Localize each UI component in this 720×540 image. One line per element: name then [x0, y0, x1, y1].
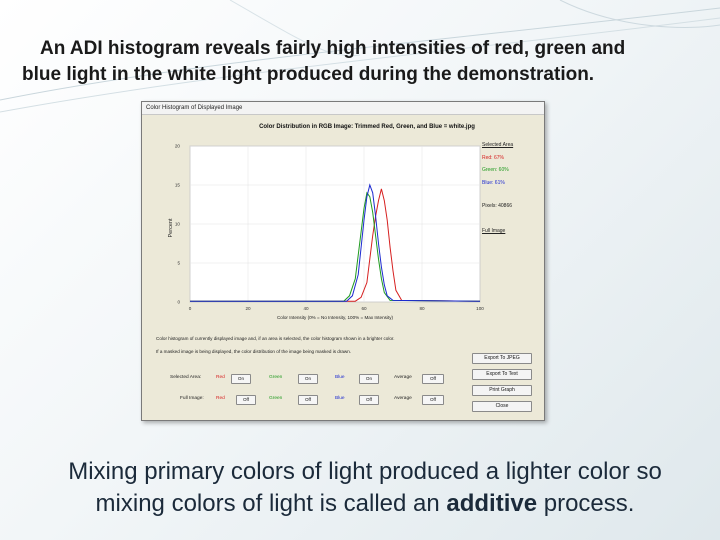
full-image-link[interactable]: Full Image: [482, 228, 506, 234]
pixel-count: Pixels: 40866: [482, 203, 513, 209]
x-tick-label: 80: [419, 306, 425, 311]
red-percent: Red: 67%: [482, 155, 504, 161]
selected-area-link[interactable]: Selected Area: [482, 142, 514, 148]
y-tick-label: 15: [175, 183, 181, 188]
full-average-toggle[interactable]: Off: [422, 395, 444, 405]
x-tick-label: 0: [189, 306, 192, 311]
close-button[interactable]: Close: [472, 401, 532, 412]
full-average-label: Average: [394, 396, 412, 401]
heading-line-2: blue light in the white light produced d…: [22, 64, 595, 85]
heading-line-1: An ADI histogram reveals fairly high int…: [40, 38, 626, 59]
histogram-series-red: [190, 188, 481, 302]
full-red-label: Red: [216, 396, 225, 401]
full-blue-toggle[interactable]: Off: [359, 395, 379, 405]
selected-red-label: Red: [216, 375, 225, 380]
y-axis-label: Percent: [168, 218, 174, 237]
x-axis-label: Color Intensity (0% = No Intensity, 100%…: [277, 315, 394, 320]
x-tick-label: 20: [245, 306, 251, 311]
selected-blue-label: Blue: [335, 375, 345, 380]
x-tick-label: 40: [303, 306, 309, 311]
blue-percent: Blue: 61%: [482, 180, 505, 186]
caption-line-2-end: process.: [537, 490, 635, 517]
y-tick-label: 5: [177, 261, 180, 266]
full-red-toggle[interactable]: Off: [236, 395, 256, 405]
chart-title: Color Distribution in RGB Image: Trimmed…: [259, 124, 475, 130]
y-tick-label: 10: [175, 222, 181, 227]
selected-area-label: Selected Area:: [170, 375, 202, 380]
selected-red-toggle[interactable]: On: [231, 374, 251, 384]
selected-average-toggle[interactable]: Off: [422, 374, 444, 384]
full-green-toggle[interactable]: Off: [298, 395, 318, 405]
full-blue-label: Blue: [335, 396, 345, 401]
selected-green-label: Green: [269, 375, 283, 380]
selected-green-toggle[interactable]: On: [298, 374, 318, 384]
x-tick-label: 100: [476, 306, 484, 311]
caption-line-2: mixing colors of light is called an addi…: [40, 488, 690, 520]
full-image-label: Full Image:: [180, 396, 204, 401]
full-green-label: Green: [269, 396, 283, 401]
y-tick-label: 0: [177, 300, 180, 305]
selected-blue-toggle[interactable]: On: [359, 374, 379, 384]
export-text-button[interactable]: Export To Text: [472, 369, 532, 380]
histogram-note-2: If a masked image is being displayed, th…: [156, 349, 352, 354]
caption-line-1: Mixing primary colors of light produced …: [68, 458, 662, 485]
histogram-series-blue: [190, 183, 481, 302]
selected-average-label: Average: [394, 375, 412, 380]
y-tick-label: 20: [175, 144, 181, 149]
green-percent: Green: 60%: [482, 167, 509, 173]
histogram-chart: 0 20 40 60 80 100 0 5 10 15 20 Color Intensity (0% …: [168, 144, 484, 321]
export-jpeg-button[interactable]: Export To JPEG: [472, 353, 532, 364]
window-title: Color Histogram of Displayed Image: [142, 102, 544, 115]
histogram-note-1: Color histogram of currently displayed i…: [156, 336, 395, 341]
caption-keyword: additive: [446, 490, 538, 517]
caption-line-2-start: mixing colors of light is called an: [95, 490, 447, 517]
slide-heading: An ADI histogram reveals fairly high int…: [22, 36, 712, 88]
histogram-series-green: [190, 191, 481, 302]
print-graph-button[interactable]: Print Graph: [472, 385, 532, 396]
histogram-window: Color Histogram of Displayed Image Color…: [141, 101, 545, 421]
x-tick-label: 60: [361, 306, 367, 311]
slide-caption: Mixing primary colors of light produced …: [40, 456, 690, 520]
